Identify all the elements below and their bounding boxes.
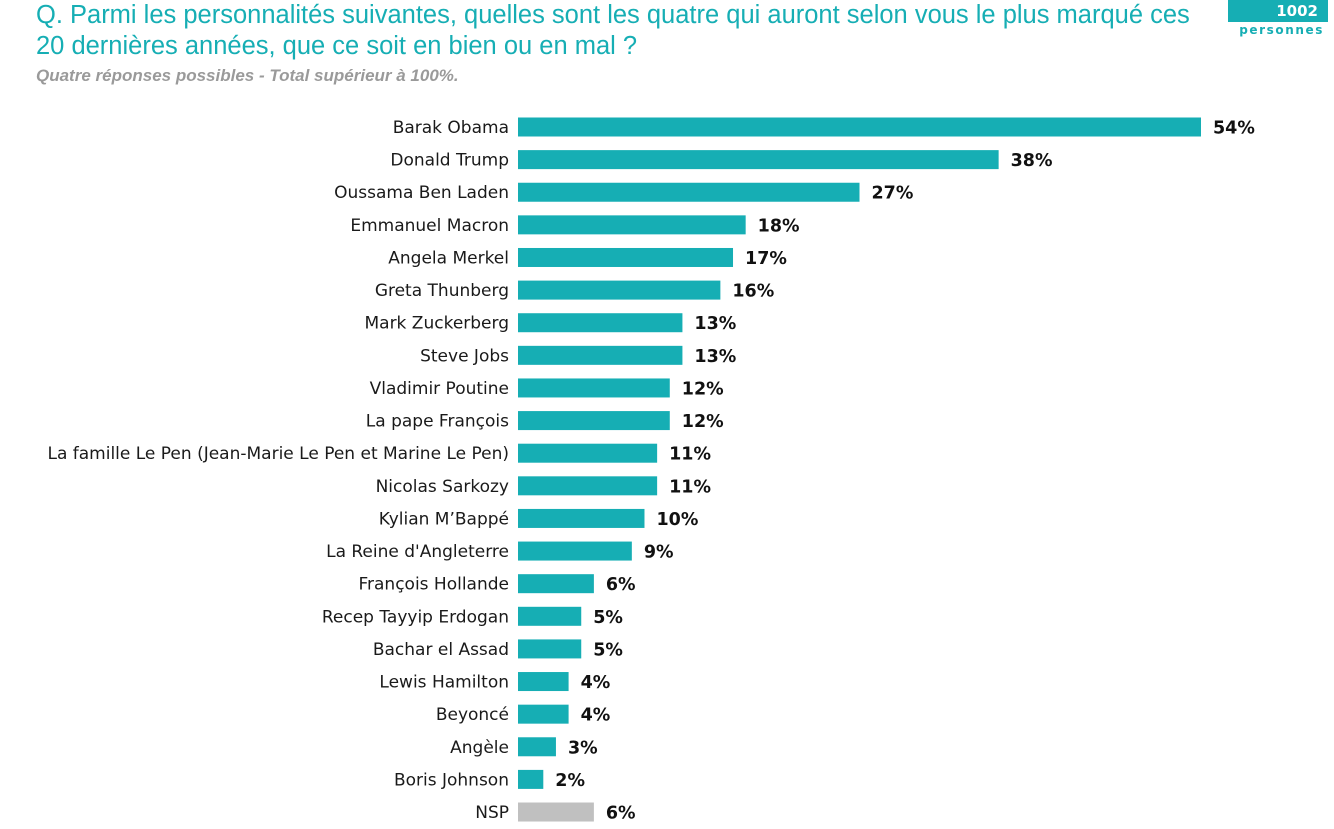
bar xyxy=(518,378,670,398)
value-label: 5% xyxy=(593,640,623,660)
bar xyxy=(518,182,860,202)
category-label: Nicolas Sarkozy xyxy=(376,477,509,497)
bar xyxy=(518,247,734,267)
category-label: Donald Trump xyxy=(390,151,509,171)
category-label: François Hollande xyxy=(358,575,509,595)
value-label: 9% xyxy=(644,543,674,563)
value-label: 12% xyxy=(682,412,724,432)
value-label: 13% xyxy=(694,314,736,334)
bar xyxy=(518,443,658,463)
bar xyxy=(518,672,569,692)
category-label: Lewis Hamilton xyxy=(379,673,509,693)
bar xyxy=(518,280,721,300)
bar xyxy=(518,150,999,170)
sample-size-badge: 1002 personnes xyxy=(1228,0,1328,44)
bar xyxy=(518,639,582,659)
value-label: 27% xyxy=(872,184,914,204)
value-label: 18% xyxy=(758,216,800,236)
value-label: 17% xyxy=(745,249,787,269)
category-label: Oussama Ben Laden xyxy=(334,183,509,203)
category-label: Kylian M’Bappé xyxy=(379,509,509,529)
category-label: Greta Thunberg xyxy=(375,281,509,301)
bar xyxy=(518,345,683,365)
value-label: 10% xyxy=(656,510,698,530)
category-label: Mark Zuckerberg xyxy=(364,314,509,334)
category-label: Angela Merkel xyxy=(388,248,509,268)
category-label: La Reine d'Angleterre xyxy=(326,542,509,562)
value-label: 38% xyxy=(1011,151,1053,171)
chart-question-title: Q. Parmi les personnalités suivantes, qu… xyxy=(36,1,1190,60)
category-label: Boris Johnson xyxy=(394,770,509,790)
bar xyxy=(518,769,544,789)
bar xyxy=(518,802,594,822)
bar xyxy=(518,476,658,496)
value-label: 3% xyxy=(568,738,598,758)
value-label: 6% xyxy=(606,575,636,595)
value-label: 54% xyxy=(1213,119,1255,139)
bar xyxy=(518,411,670,431)
value-label: 11% xyxy=(669,445,711,465)
bar xyxy=(518,313,683,333)
value-label: 2% xyxy=(555,771,585,791)
sample-size-count: 1002 xyxy=(1228,0,1328,22)
category-label: Barak Obama xyxy=(393,118,509,138)
category-label: Emmanuel Macron xyxy=(350,216,509,236)
bar xyxy=(518,704,569,724)
category-label: Steve Jobs xyxy=(420,346,509,366)
value-label: 13% xyxy=(694,347,736,367)
category-label: Recep Tayyip Erdogan xyxy=(322,607,509,627)
value-label: 11% xyxy=(669,477,711,497)
category-label: La pape François xyxy=(366,412,509,432)
value-label: 16% xyxy=(732,282,774,302)
category-label: La famille Le Pen (Jean-Marie Le Pen et … xyxy=(47,444,509,464)
bar xyxy=(518,574,594,594)
value-label: 4% xyxy=(581,706,611,726)
value-label: 5% xyxy=(593,608,623,628)
sample-size-label: personnes xyxy=(1239,23,1324,37)
bar xyxy=(518,737,556,757)
bar xyxy=(518,215,746,235)
bar xyxy=(518,541,632,561)
chart-subtitle: Quatre réponses possibles - Total supéri… xyxy=(36,66,459,85)
bar xyxy=(518,117,1201,137)
value-label: 4% xyxy=(581,673,611,693)
value-label: 6% xyxy=(606,804,636,824)
bar xyxy=(518,508,645,528)
category-label: NSP xyxy=(475,803,509,823)
category-label: Vladimir Poutine xyxy=(370,379,509,399)
category-label: Bachar el Assad xyxy=(373,640,509,660)
value-label: 12% xyxy=(682,379,724,399)
category-label: Beyoncé xyxy=(436,705,509,725)
bar xyxy=(518,606,582,626)
category-label: Angèle xyxy=(450,738,509,758)
